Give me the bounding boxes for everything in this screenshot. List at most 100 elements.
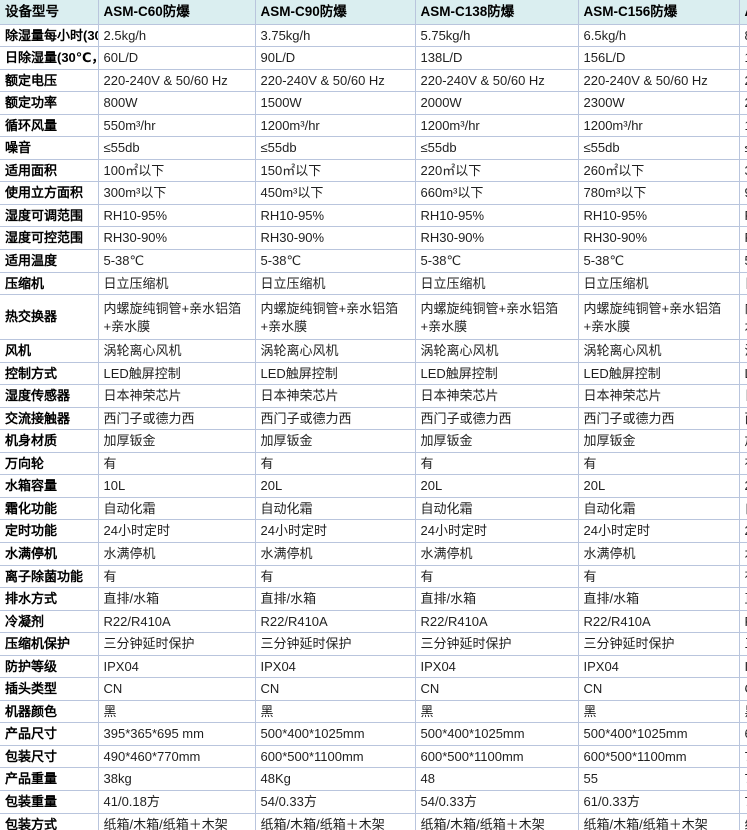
row-value-col-1: 2.5kg/h	[97, 23, 256, 48]
row-value-col-3: 加厚钣金	[414, 429, 579, 453]
row-value-col-2: 自动化霜	[254, 496, 416, 521]
row-value-col-4: 780m³以下	[577, 181, 740, 205]
row-label: 风机	[0, 339, 99, 363]
table-row: 产品重量38kg48Kg485570	[0, 767, 747, 791]
row-label: 除湿量每小时(30℃，80%RH)	[0, 23, 99, 48]
row-value-col-4: 500*400*1025mm	[577, 722, 740, 746]
row-value-col-5: 日立压缩机	[738, 271, 747, 296]
row-value-col-1: 220-240V & 50/60 Hz	[97, 68, 256, 93]
row-value-col-1: 有	[97, 451, 256, 476]
row-value-col-3: 黑	[414, 699, 579, 724]
row-value-col-4: 纸箱/木箱/纸箱＋木架	[577, 812, 740, 830]
row-label: 机身材质	[0, 429, 99, 453]
row-value-col-2: 涡轮离心风机	[254, 339, 416, 363]
row-label: 使用立方面积	[0, 181, 99, 205]
row-value-col-5: 5-38℃	[738, 248, 747, 273]
table-row: 压缩机日立压缩机日立压缩机日立压缩机日立压缩机日立压缩机	[0, 271, 747, 296]
row-value-col-5: RH10-95%	[738, 203, 747, 228]
row-label: 防护等级	[0, 654, 99, 679]
row-value-col-5: 三分钟延时保护	[738, 632, 747, 656]
row-value-col-2: 48Kg	[254, 767, 416, 791]
row-value-col-1: 有	[97, 564, 256, 589]
row-value-col-5: 直排/水箱	[738, 587, 747, 611]
table-row: 适用面积100㎡以下150㎡以下220㎡以下260㎡以下320㎡以下	[0, 158, 747, 183]
row-value-col-2: 450m³以下	[254, 181, 416, 205]
row-value-col-4: LED触屏控制	[577, 361, 740, 386]
row-value-col-2: 24小时定时	[254, 519, 416, 543]
row-value-col-1: 直排/水箱	[97, 587, 256, 611]
row-value-col-2: 三分钟延时保护	[254, 632, 416, 656]
row-value-col-2: 5-38℃	[254, 248, 416, 273]
row-value-col-4: 直排/水箱	[577, 587, 740, 611]
row-value-col-5: 70	[738, 767, 747, 791]
row-value-col-1: 日立压缩机	[97, 271, 256, 296]
row-label: 湿度可控范围	[0, 226, 99, 250]
row-value-col-3: 有	[414, 564, 579, 589]
header-cell-model-1: ASM-C60防爆	[97, 0, 256, 25]
row-label: 排水方式	[0, 587, 99, 611]
row-value-col-2: RH10-95%	[254, 203, 416, 228]
row-value-col-4: 5-38℃	[577, 248, 740, 273]
row-value-col-1: 自动化霜	[97, 496, 256, 521]
row-value-col-2: 3.75kg/h	[254, 23, 416, 48]
row-label: 包装方式	[0, 812, 99, 830]
table-row: 机身材质加厚钣金加厚钣金加厚钣金加厚钣金加厚钣金	[0, 429, 747, 453]
row-value-col-1: 10L	[97, 474, 256, 498]
row-value-col-5: 内螺旋纯铜管+亲水铝箔+亲水膜	[738, 294, 747, 341]
row-label: 离子除菌功能	[0, 564, 99, 589]
row-value-col-5: 320㎡以下	[738, 158, 747, 183]
row-value-col-1: 60L/D	[97, 46, 256, 70]
table-row: 湿度可控范围RH30-90%RH30-90%RH30-90%RH30-90%RH…	[0, 226, 747, 250]
row-label: 插头类型	[0, 677, 99, 701]
row-value-col-4: 260㎡以下	[577, 158, 740, 183]
row-label: 冷凝剂	[0, 609, 99, 634]
row-value-col-2: 加厚钣金	[254, 429, 416, 453]
row-value-col-5: LED触屏控制	[738, 361, 747, 386]
row-value-col-1: RH30-90%	[97, 226, 256, 250]
table-row: 霜化功能自动化霜自动化霜自动化霜自动化霜自动化霜	[0, 496, 747, 521]
row-value-col-2: 20L	[254, 474, 416, 498]
row-value-col-4: 6.5kg/h	[577, 23, 740, 48]
row-value-col-4: 220-240V & 50/60 Hz	[577, 68, 740, 93]
table-row: 湿度传感器日本神荣芯片日本神荣芯片日本神荣芯片日本神荣芯片日本神荣芯片	[0, 384, 747, 408]
row-value-col-3: LED触屏控制	[414, 361, 579, 386]
table-row: 包装尺寸 490*460*770mm 600*500*1100mm 600*500*1…	[0, 744, 747, 769]
row-value-col-5: 700*600*1300mm	[738, 744, 747, 769]
row-value-col-4: 2300W	[577, 91, 740, 115]
row-value-col-5: 960m³以下	[738, 181, 747, 205]
row-value-col-3: 涡轮离心风机	[414, 339, 579, 363]
row-value-col-2: RH30-90%	[254, 226, 416, 250]
row-label: 压缩机	[0, 271, 99, 296]
row-value-col-3: 138L/D	[414, 46, 579, 70]
row-value-col-2: 水满停机	[254, 541, 416, 566]
row-value-col-5: 1800m³/hr	[738, 113, 747, 138]
table-row: 冷凝剂R22/R410AR22/R410AR22/R410AR22/R410AR…	[0, 609, 747, 634]
row-value-col-4: RH10-95%	[577, 203, 740, 228]
row-value-col-2: 日本神荣芯片	[254, 384, 416, 408]
row-value-col-5: 涡轮离心风机	[738, 339, 747, 363]
row-label: 包装尺寸	[0, 744, 99, 769]
table-row: 水箱容量10L20L20L20L20L	[0, 474, 747, 498]
row-value-col-2: ≤55db	[254, 136, 416, 160]
table-row: 湿度可调范围RH10-95%RH10-95%RH10-95%RH10-95%RH…	[0, 203, 747, 228]
row-value-col-2: 1200m³/hr	[254, 113, 416, 138]
table-row: 循环风量550m³/hr1200m³/hr1200m³/hr1200m³/hr1…	[0, 113, 747, 138]
table-row: 除湿量每小时(30℃，80%RH)2.5kg/h3.75kg/h5.75kg/h…	[0, 23, 747, 48]
table-row: 交流接触器西门子或德力西西门子或德力西西门子或德力西西门子或德力西西门子或德力西	[0, 406, 747, 431]
row-value-col-5: 加厚钣金	[738, 429, 747, 453]
row-value-col-2: 日立压缩机	[254, 271, 416, 296]
row-value-col-2: 500*400*1025mm	[254, 722, 416, 746]
row-value-col-4: 61/0.33方	[577, 790, 740, 814]
row-value-col-5: 有	[738, 564, 747, 589]
row-value-col-4: 日立压缩机	[577, 271, 740, 296]
row-value-col-2: 220-240V & 50/60 Hz	[254, 68, 416, 93]
row-label: 万向轮	[0, 451, 99, 476]
row-value-col-2: 600*500*1100mm	[254, 744, 416, 769]
row-value-col-5: RH30-90%	[738, 226, 747, 250]
table-row: 热交换器 内螺旋纯铜管+亲水铝箔+亲水膜 内螺旋纯铜管+亲水铝箔+亲水膜 内螺旋纯铜管…	[0, 294, 747, 341]
row-label: 循环风量	[0, 113, 99, 138]
row-value-col-5: 192L/D	[738, 46, 747, 70]
row-value-col-4: 600*500*1100mm	[577, 744, 740, 769]
table-row: 万向轮有有有有有	[0, 451, 747, 476]
row-value-col-4: 黑	[577, 699, 740, 724]
